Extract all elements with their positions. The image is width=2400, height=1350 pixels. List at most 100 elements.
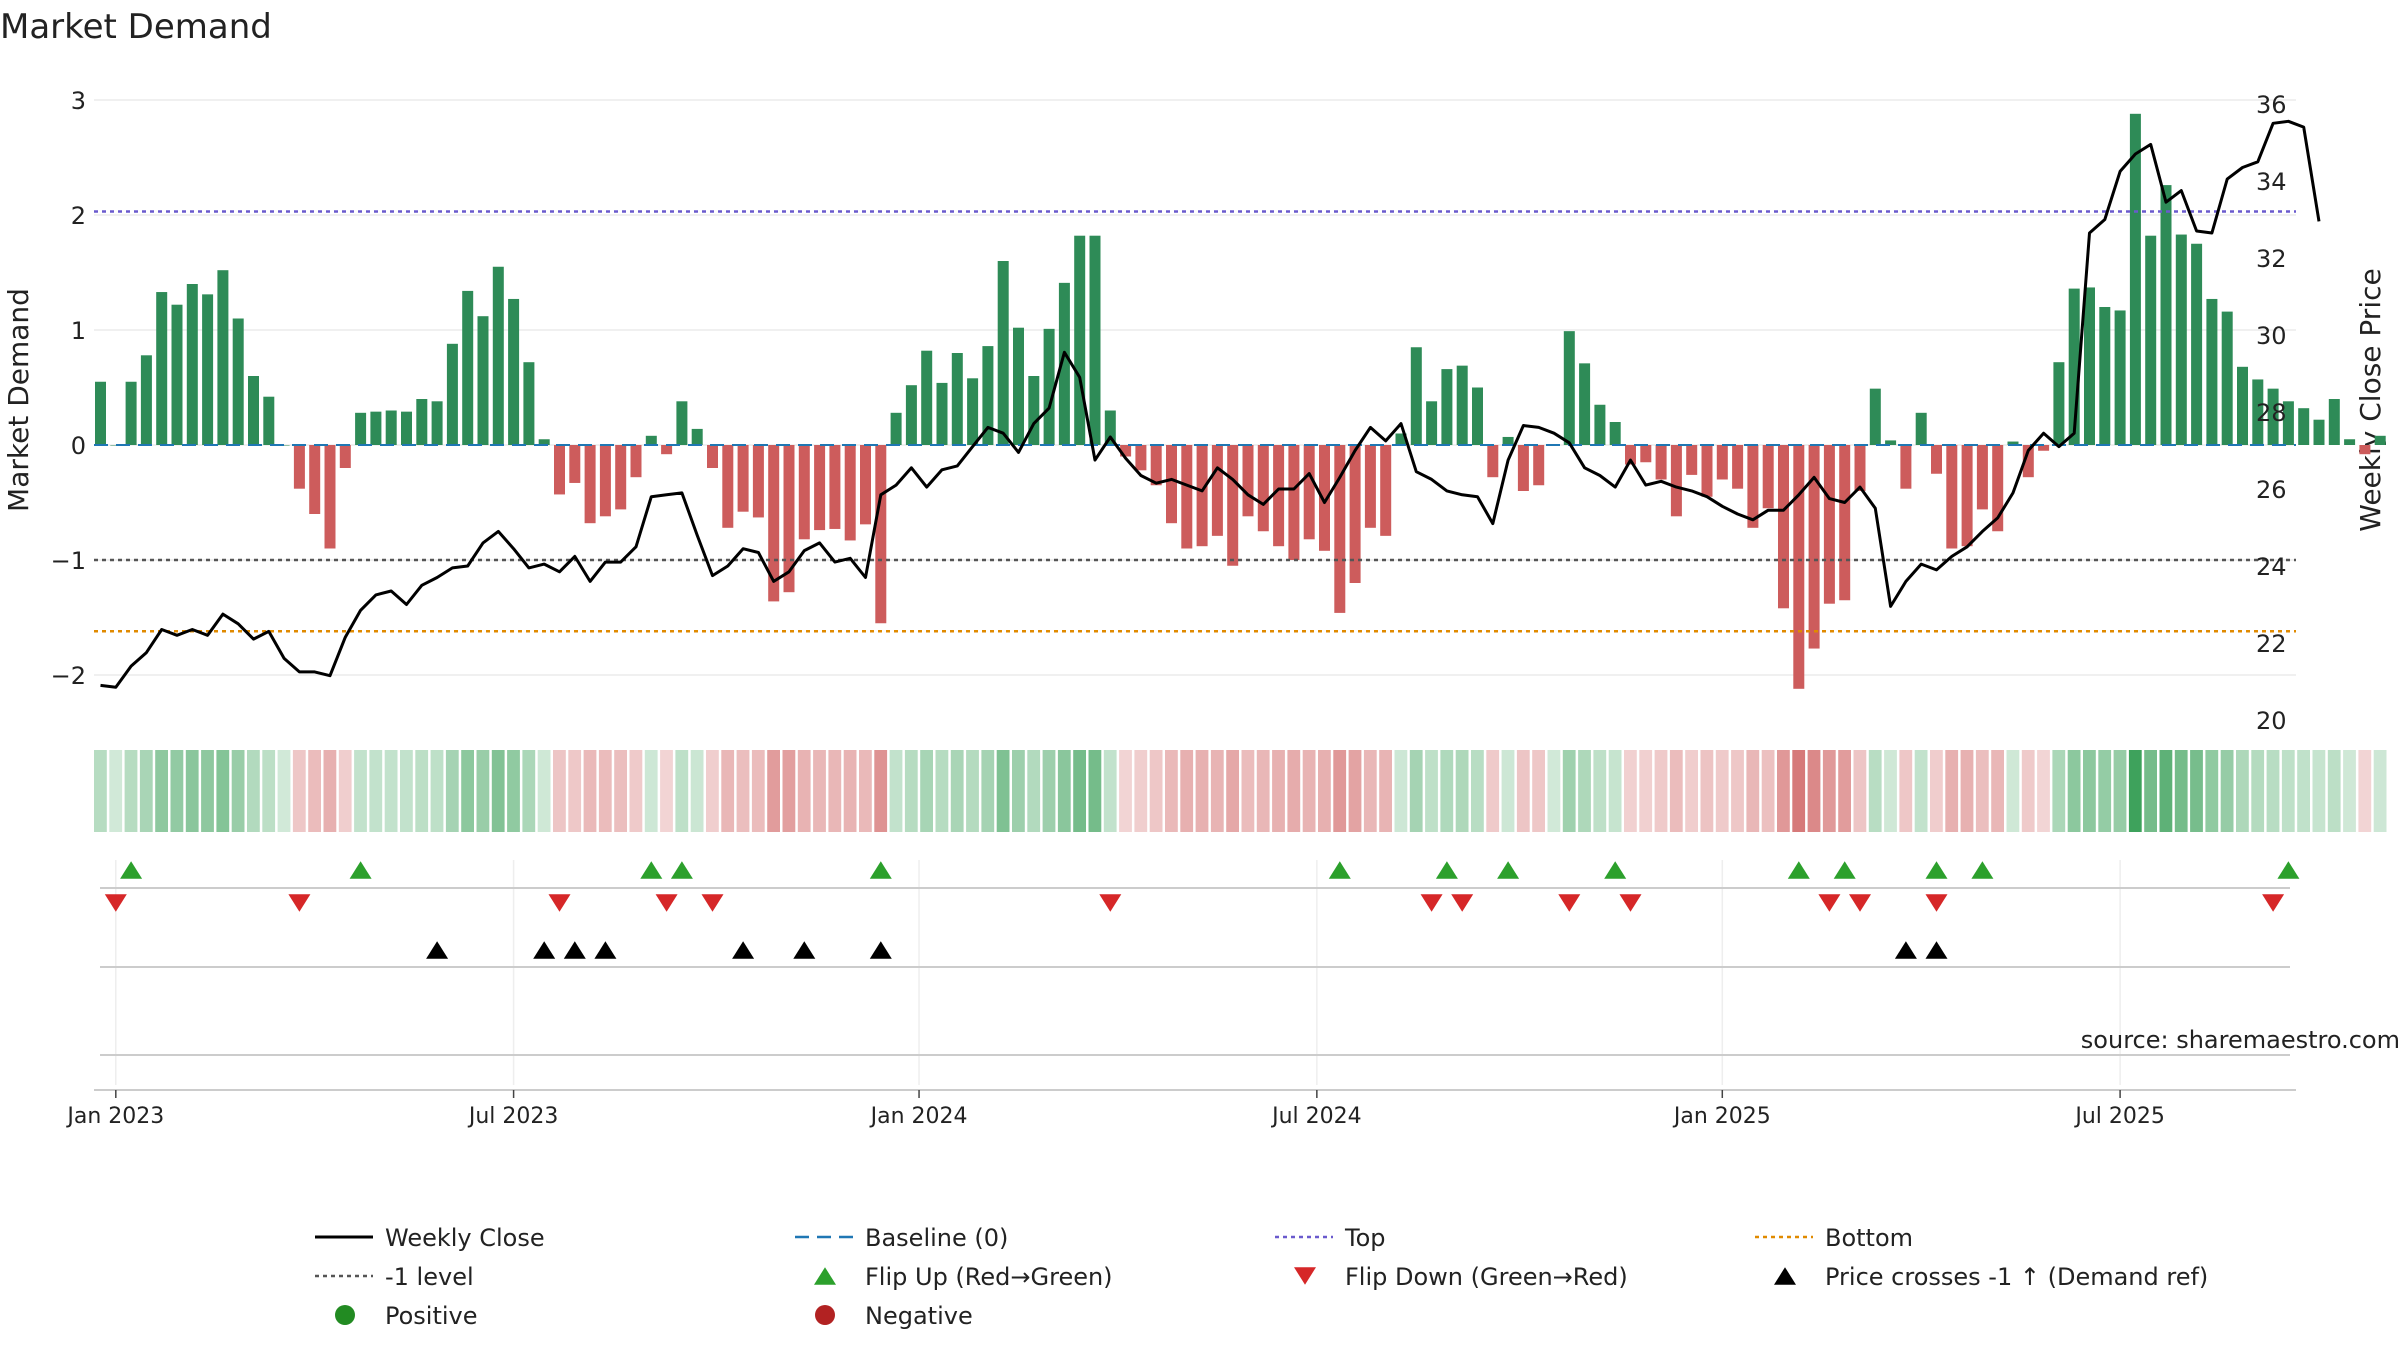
heat-cell (1731, 750, 1744, 832)
heat-cell (1088, 750, 1102, 832)
demand-bar (615, 445, 627, 510)
demand-bar (1120, 445, 1132, 457)
demand-bar (2282, 401, 2294, 445)
heat-cell (507, 750, 520, 832)
heat-cell (736, 750, 750, 832)
x-tick-label: Jul 2023 (467, 1104, 559, 1129)
demand-bar (936, 382, 948, 445)
heat-cell (476, 750, 490, 832)
heat-cell (2144, 750, 2157, 832)
heat-cell (384, 750, 398, 832)
heat-cell (2052, 750, 2066, 832)
demand-bar (569, 445, 581, 483)
heat-cell (338, 750, 352, 832)
x-tick-label: Jan 2024 (869, 1104, 968, 1129)
demand-bar (661, 445, 673, 455)
demand-bar (2206, 298, 2218, 445)
heat-cell (1700, 750, 1714, 832)
heat-cell (828, 750, 842, 832)
heat-cell (1134, 750, 1148, 832)
heat-cell (308, 750, 321, 832)
demand-bar (2252, 379, 2264, 445)
demand-bar (2160, 185, 2172, 445)
heat-cell (445, 750, 459, 832)
flip-down-marker (1099, 894, 1122, 912)
demand-bar (2221, 311, 2233, 445)
flip-up-marker (1925, 861, 1948, 879)
y-tick-label: 3 (71, 87, 86, 115)
x-tick-label: Jan 2025 (1672, 1104, 1771, 1129)
flip-down-marker (2262, 894, 2285, 912)
heat-cell (1256, 750, 1270, 832)
demand-bar (1303, 445, 1315, 540)
demand-bar (1242, 445, 1254, 517)
demand-bar (508, 298, 520, 445)
demand-bar (630, 445, 642, 478)
demand-bar (1487, 445, 1499, 478)
heat-cell (966, 750, 979, 832)
heat-cell (2281, 750, 2295, 832)
heat-cell (1027, 750, 1041, 832)
flip-up-marker (869, 861, 892, 879)
heat-cell (1379, 750, 1392, 832)
price-cross-marker (563, 941, 586, 959)
heat-cell (797, 750, 811, 832)
heat-cell (292, 750, 306, 832)
x-tick-label: Jul 2025 (2073, 1104, 2165, 1129)
flip-down-marker (548, 894, 571, 912)
heat-cell (981, 750, 995, 832)
flip-up-marker (2277, 861, 2300, 879)
heat-cell (1899, 750, 1913, 832)
heat-cell (675, 750, 689, 832)
heat-cell (2159, 750, 2173, 832)
heat-cell (354, 750, 367, 832)
heat-cell (1975, 750, 1989, 832)
legend-label: Price crosses -1 ↑ (Demand ref) (1825, 1263, 2208, 1291)
demand-bar (1579, 363, 1591, 445)
demand-bar (1839, 445, 1851, 601)
demand-bar (1380, 445, 1392, 536)
demand-bar (293, 445, 305, 489)
demand-bar (248, 376, 259, 445)
heat-cell (935, 750, 949, 832)
demand-bar (1992, 445, 2004, 532)
demand-bar (1732, 445, 1744, 489)
flip-up-marker (1971, 861, 1994, 879)
demand-bar (2344, 439, 2356, 445)
legend-swatch (814, 1267, 836, 1285)
demand-bar (645, 435, 657, 445)
heat-cell (1945, 750, 1959, 832)
heat-cell (415, 750, 429, 832)
legend-swatch (815, 1305, 835, 1325)
chart-title: Market Demand (0, 7, 272, 47)
heat-cell (996, 750, 1010, 832)
heat-cell (1226, 750, 1239, 832)
demand-bar (95, 381, 106, 445)
heat-cell (1425, 750, 1438, 832)
demand-bar (2267, 388, 2279, 445)
demand-bar (125, 381, 137, 445)
demand-bar (844, 445, 856, 541)
heat-cell (1333, 750, 1347, 832)
demand-bar (492, 266, 504, 445)
demand-bar (1808, 445, 1820, 649)
heat-cell (813, 750, 826, 832)
heat-cell (2174, 750, 2188, 832)
demand-bar (1502, 436, 1514, 445)
heat-cell (874, 750, 888, 832)
heat-cell (201, 750, 214, 832)
heat-cell (1455, 750, 1469, 832)
demand-bar (1043, 328, 1055, 445)
heat-cell (1103, 750, 1117, 832)
demand-bar (2038, 445, 2050, 451)
heat-cell (522, 750, 536, 832)
heat-cell (1180, 750, 1194, 832)
demand-bar (752, 445, 764, 518)
demand-bar (2007, 441, 2019, 445)
demand-bar (1625, 445, 1636, 465)
heat-cell (277, 750, 291, 832)
y2-tick-label: 20 (2256, 707, 2287, 735)
demand-bar (1426, 401, 1438, 445)
demand-bar (1211, 445, 1223, 536)
flip-up-marker (1328, 861, 1351, 879)
